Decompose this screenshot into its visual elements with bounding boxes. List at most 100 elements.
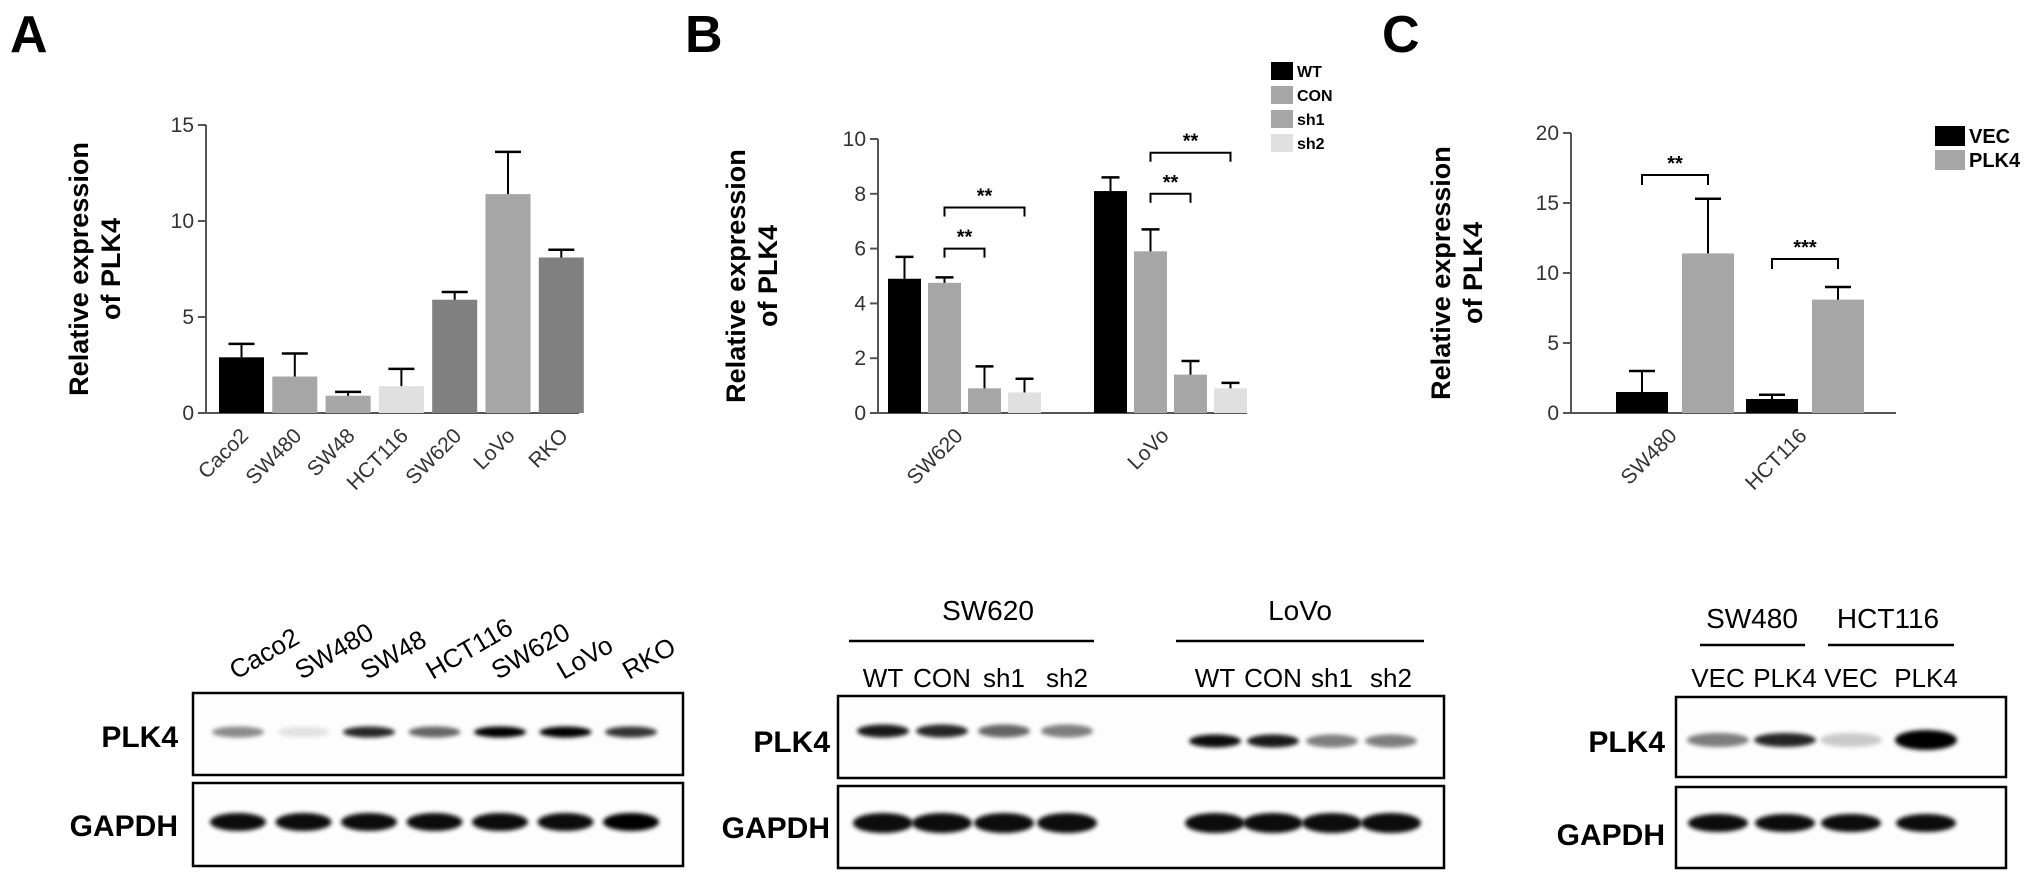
row-label-plk4: PLK4 — [1588, 726, 1665, 759]
y-tick-label: 2 — [854, 347, 866, 370]
legend-label: CON — [1297, 88, 1333, 105]
row-label-plk4: PLK4 — [101, 721, 178, 754]
y-tick-label: 5 — [182, 306, 194, 329]
band-plk4 — [1820, 733, 1882, 747]
chart-b: 0 2 4 6 8 10 Relative expression of PLK4 SW620 Lo… — [721, 62, 1333, 489]
significance-label: ** — [1163, 172, 1179, 194]
band-gapdh — [853, 813, 913, 833]
lane-label: VEC — [1691, 663, 1744, 693]
lane-label: RKO — [617, 631, 681, 685]
group-label: HCT116 — [1837, 603, 1939, 634]
band-gapdh — [275, 813, 332, 831]
bar-sh2 — [1214, 388, 1247, 413]
bar-sh1 — [1174, 374, 1207, 413]
category-label: SW620 — [903, 424, 968, 489]
group-label: LoVo — [1268, 595, 1332, 626]
legend-label: VEC — [1969, 126, 2010, 148]
y-axis-label: of PLK4 — [1458, 222, 1488, 324]
lane-label: PLK4 — [1753, 663, 1817, 693]
band-plk4 — [1306, 734, 1358, 748]
y-tick-label: 0 — [182, 402, 194, 425]
legend-swatch — [1935, 150, 1965, 170]
lane-label: WT — [1195, 663, 1236, 693]
legend-swatch — [1271, 86, 1293, 104]
band-gapdh — [406, 813, 463, 831]
significance-bracket — [943, 206, 1026, 217]
bar — [219, 357, 264, 413]
bar-wt — [1094, 191, 1127, 413]
y-tick-label: 0 — [1547, 402, 1559, 425]
y-tick-label: 10 — [843, 128, 866, 151]
blot-box-plk4 — [836, 694, 1446, 780]
y-tick-label: 15 — [171, 114, 194, 137]
bar — [432, 299, 478, 413]
band-plk4 — [605, 726, 657, 738]
y-tick-label: 10 — [171, 210, 194, 233]
lane-label: CON — [913, 663, 971, 693]
band-plk4 — [212, 726, 264, 738]
legend-swatch — [1935, 126, 1965, 146]
y-tick-label: 10 — [1536, 262, 1559, 285]
category-label: HCT116 — [1741, 424, 1811, 494]
band-gapdh — [1896, 814, 1956, 832]
bar — [272, 376, 318, 413]
bar-sh2 — [1008, 392, 1041, 413]
band-gapdh — [1302, 813, 1362, 833]
significance-label: ** — [1667, 153, 1683, 175]
bar-vec — [1616, 392, 1668, 413]
legend-swatch — [1271, 62, 1293, 80]
band-gapdh — [210, 813, 266, 831]
bar-wt — [888, 278, 921, 413]
significance-label: ** — [977, 186, 993, 208]
western-blot-b: SW620 LoVo WT CON sh1 sh2 WT CON sh1 sh2 PLK4 GAPDH — [722, 595, 1446, 870]
band-plk4 — [539, 726, 592, 738]
category-label: LoVo — [469, 424, 519, 474]
band-plk4 — [1895, 730, 1957, 750]
significance-bracket — [1149, 151, 1232, 162]
y-tick-label: 20 — [1536, 122, 1559, 145]
band-plk4 — [1365, 734, 1417, 748]
y-tick-label: 6 — [854, 238, 866, 261]
lane-label: CON — [1244, 663, 1302, 693]
significance-bracket — [943, 247, 986, 258]
significance-label: *** — [1793, 237, 1817, 259]
significance-bracket — [1641, 174, 1709, 185]
band-plk4 — [474, 726, 526, 738]
band-plk4 — [277, 726, 330, 738]
category-label: LoVo — [1123, 424, 1173, 474]
category-label: SW620 — [401, 424, 466, 489]
band-plk4 — [1754, 733, 1816, 747]
row-label-gapdh: GAPDH — [1557, 819, 1665, 852]
y-tick-label: 0 — [854, 402, 866, 425]
lane-label: sh2 — [1370, 663, 1412, 693]
bar-con — [1134, 251, 1167, 413]
category-label: SW480 — [1617, 424, 1682, 489]
band-plk4 — [1247, 734, 1299, 748]
band-plk4 — [1041, 724, 1093, 738]
band-plk4 — [916, 724, 968, 738]
band-gapdh — [1821, 814, 1881, 832]
band-gapdh — [537, 813, 594, 831]
significance-bracket — [1771, 258, 1839, 269]
lane-label: sh1 — [1311, 663, 1353, 693]
row-label-plk4: PLK4 — [753, 726, 830, 759]
band-gapdh — [1755, 814, 1815, 832]
chart-c: 0 5 10 15 20 Relative expression of PLK4 SW480 H… — [1426, 122, 2021, 495]
band-plk4 — [408, 726, 461, 738]
band-gapdh — [472, 813, 528, 831]
band-plk4 — [978, 724, 1030, 738]
group-label: SW480 — [1706, 603, 1798, 634]
lane-label: sh2 — [1046, 663, 1088, 693]
y-axis-label: of PLK4 — [753, 225, 783, 327]
bar — [485, 194, 531, 413]
lane-label: Caco2 — [224, 622, 304, 686]
y-axis-label: Relative expression — [721, 149, 751, 403]
band-gapdh — [1361, 813, 1421, 833]
significance-label: ** — [957, 227, 973, 249]
band-gapdh — [912, 813, 972, 833]
legend-label: PLK4 — [1969, 150, 2021, 172]
y-axis-label: Relative expression — [64, 142, 94, 396]
